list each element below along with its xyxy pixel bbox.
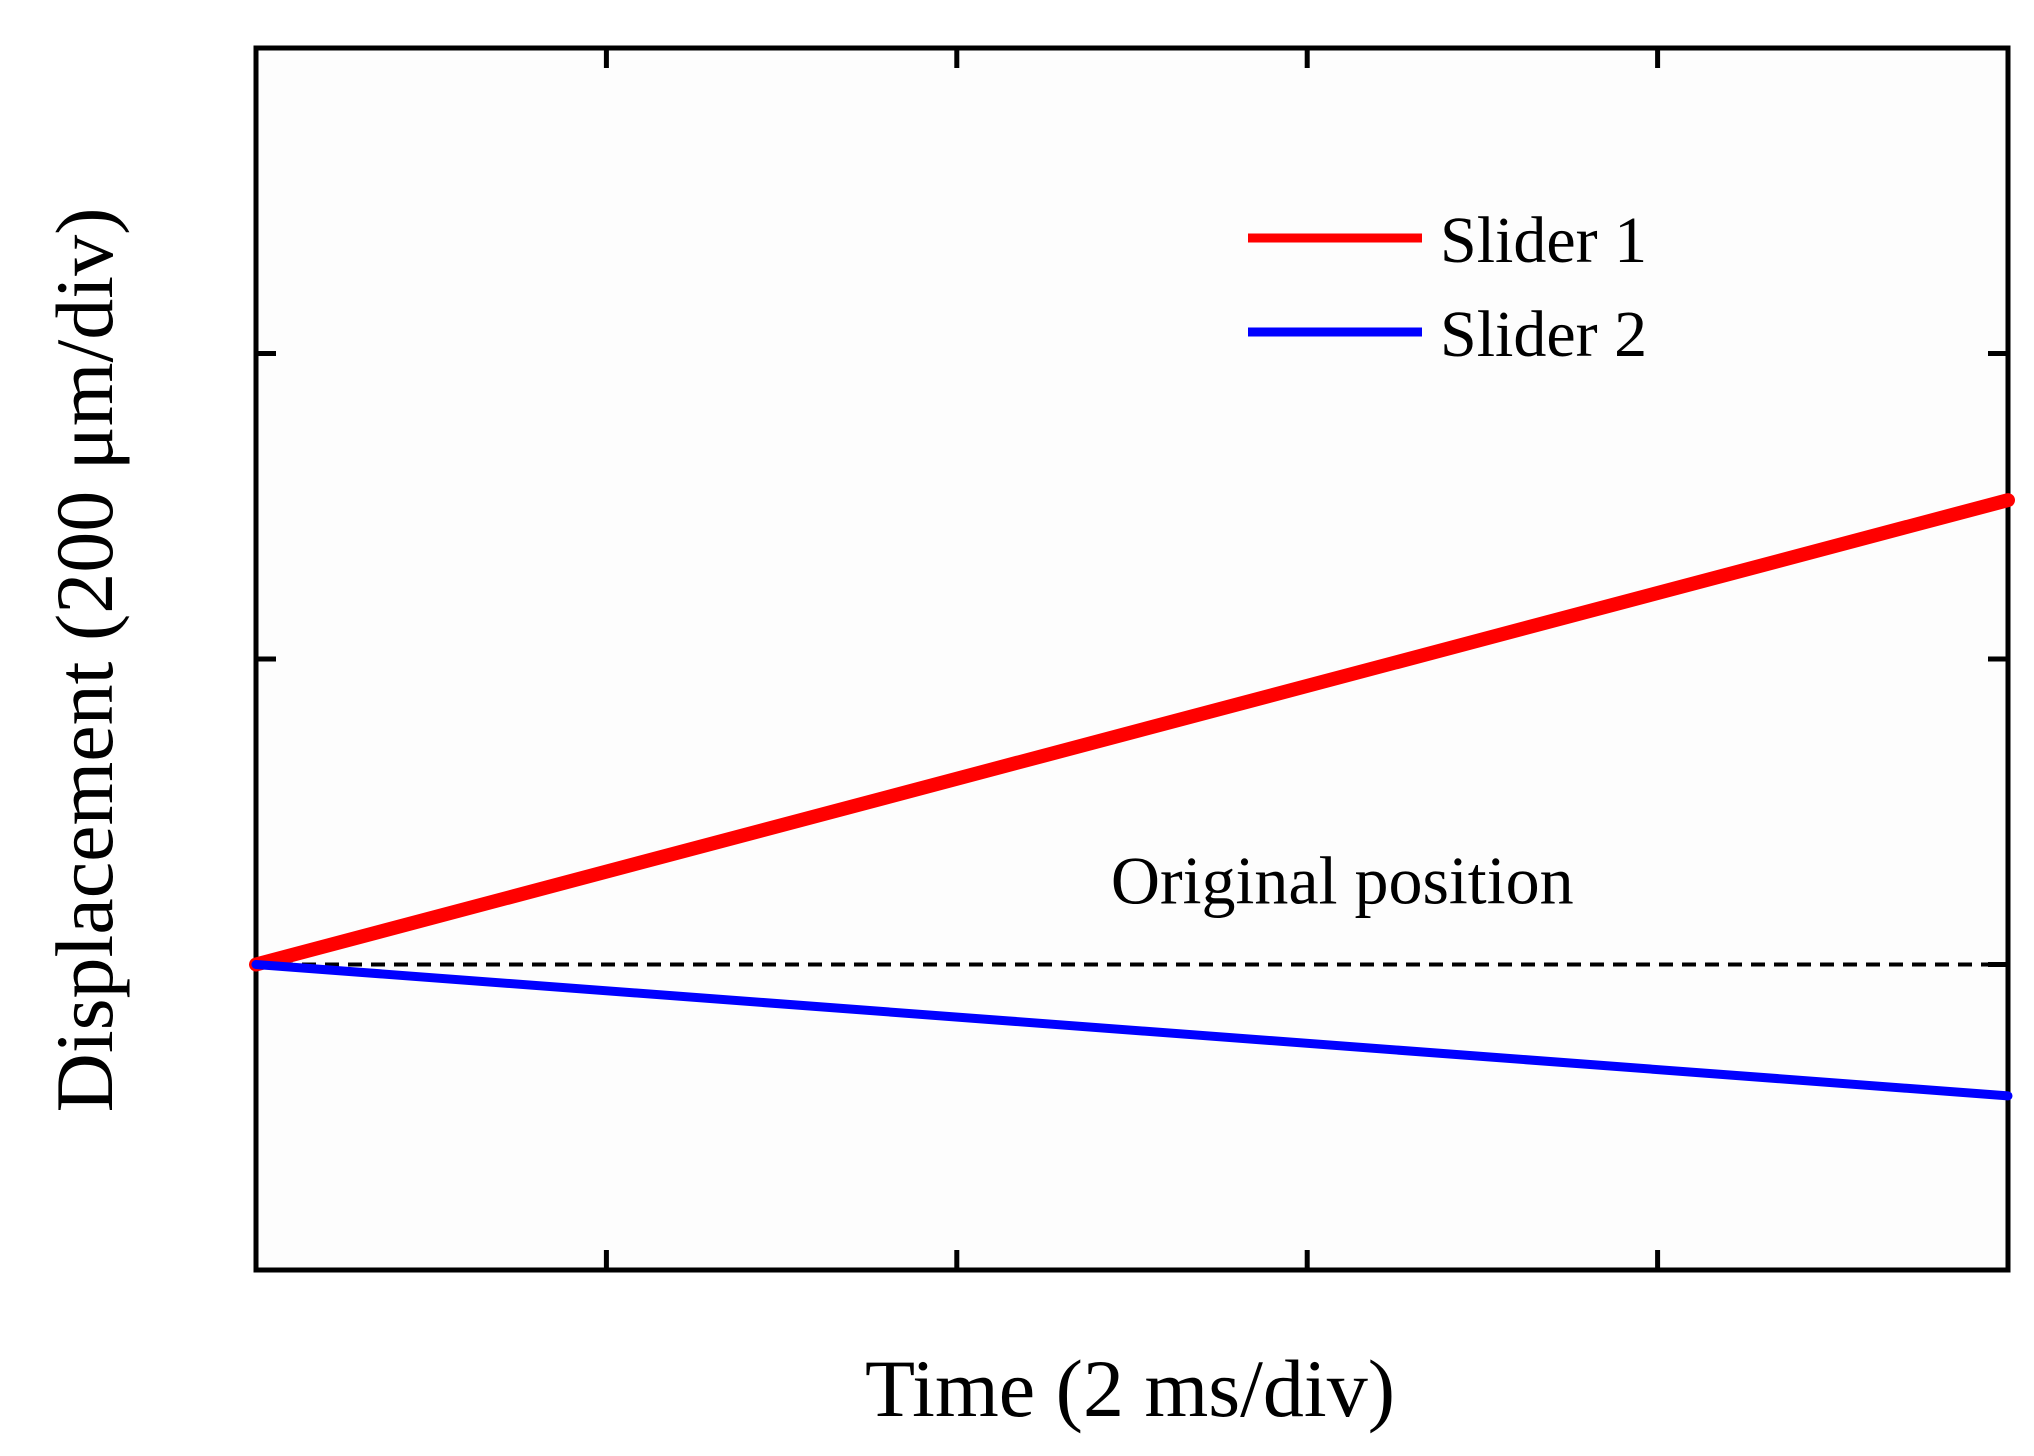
plot-frame: [253, 45, 2011, 1273]
y-axis-label: Displacement (200 μm/div): [39, 208, 130, 1113]
legend: Slider 1 Slider 2: [1248, 204, 1647, 371]
series-line-slider-1: [249, 493, 2015, 972]
axis-ticks: [256, 48, 2008, 1270]
legend-label-slider-1: Slider 1: [1440, 204, 1647, 277]
legend-label-slider-2: Slider 2: [1440, 298, 1647, 371]
series-line-slider-2: [251, 960, 2013, 1101]
x-axis-label: Time (2 ms/div): [865, 1343, 1395, 1434]
original-position-label: Original position: [1111, 842, 1574, 918]
